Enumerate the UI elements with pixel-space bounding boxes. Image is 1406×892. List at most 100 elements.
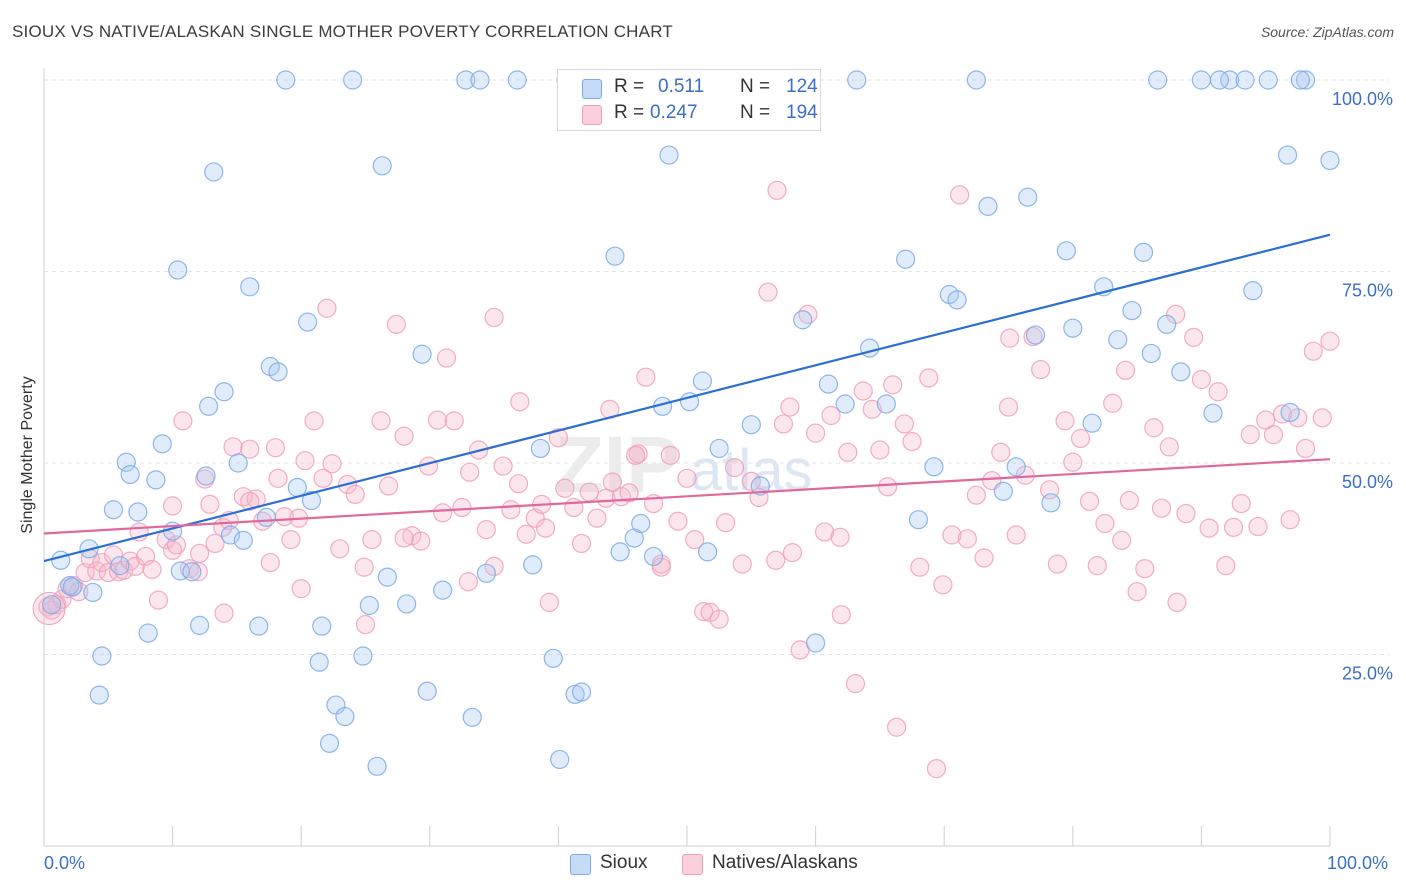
natives-alaskans-point — [508, 474, 529, 494]
natives-alaskans-point — [1248, 516, 1268, 537]
natives-alaskans-point — [317, 298, 337, 318]
natives-alaskans-point — [330, 539, 350, 559]
y-tick-label-75: 75.0% — [1342, 281, 1393, 301]
natives-alaskans-point — [260, 552, 280, 573]
legend-natives-swatch — [682, 854, 703, 875]
natives-alaskans-point — [205, 533, 225, 554]
sioux-point — [507, 70, 527, 90]
sioux-point — [433, 580, 453, 600]
natives-alaskans-point — [1135, 559, 1155, 579]
natives-alaskans-point — [345, 484, 365, 505]
sioux-point — [190, 615, 210, 635]
natives-alaskans-point — [957, 529, 977, 549]
natives-alaskans-point — [163, 540, 183, 560]
natives-alaskans-point — [1176, 503, 1196, 524]
sioux-point — [268, 362, 288, 382]
sioux-point — [709, 438, 729, 459]
natives-alaskans-point — [838, 442, 858, 462]
natives-alaskans-point — [1087, 556, 1107, 576]
sioux-point — [631, 513, 651, 534]
natives-alaskans-point — [902, 431, 922, 452]
natives-alaskans-point — [362, 529, 382, 550]
sioux-point — [116, 452, 136, 472]
sioux-point — [196, 466, 216, 486]
sioux-point — [456, 70, 476, 90]
sioux-point — [397, 594, 417, 614]
natives-alaskans-point — [501, 500, 521, 520]
natives-alaskans-point — [304, 411, 324, 431]
natives-alaskans-point — [724, 457, 745, 478]
natives-alaskans-point — [386, 314, 406, 334]
sioux-point — [301, 490, 322, 511]
sioux-point — [1203, 403, 1223, 423]
chart-title: SIOUX VS NATIVE/ALASKAN SINGLE MOTHER PO… — [12, 22, 673, 41]
natives-alaskans-point — [798, 304, 818, 324]
natives-n-label: N = — [740, 102, 771, 123]
sioux-point — [51, 550, 71, 570]
natives-alaskans-point — [919, 368, 939, 388]
sioux-point — [1295, 70, 1316, 90]
natives-alaskans-point — [1079, 491, 1100, 511]
sioux-point — [896, 249, 916, 269]
sioux-point — [1277, 145, 1298, 165]
natives-alaskans-point — [619, 483, 639, 503]
sioux-point — [1220, 70, 1240, 90]
natives-alaskans-point — [950, 185, 970, 205]
natives-alaskans-point — [1000, 328, 1020, 348]
natives-alaskans-point — [1191, 369, 1212, 390]
natives-alaskans-point — [579, 482, 599, 502]
sioux-point — [89, 685, 109, 705]
natives-alaskans-point — [1231, 493, 1251, 514]
natives-alaskans-point — [1263, 425, 1284, 445]
sioux-point — [741, 415, 761, 435]
sioux-point — [692, 371, 713, 391]
natives-cluster-point — [32, 592, 66, 626]
natives-alaskans-point — [291, 579, 311, 599]
sioux-point — [818, 374, 839, 394]
natives-alaskans-point — [444, 411, 464, 431]
sioux-point — [343, 70, 363, 90]
watermark-text: ZIP — [555, 420, 679, 509]
natives-alaskans-point — [878, 477, 898, 497]
sioux-point — [847, 70, 867, 90]
natives-alaskans-point — [1312, 408, 1332, 428]
sioux-point — [276, 70, 296, 90]
natives-alaskans-point — [1006, 525, 1026, 545]
sioux-point — [62, 577, 82, 597]
sioux-point — [359, 595, 379, 616]
natives-alaskans-point — [926, 759, 947, 779]
natives-alaskans-point — [845, 674, 866, 694]
natives-alaskans-point — [484, 307, 504, 328]
natives-alaskans-point — [223, 437, 243, 457]
natives-alaskans-point — [516, 524, 536, 544]
natives-alaskans-point — [831, 605, 851, 625]
sioux-point — [287, 477, 307, 498]
natives-alaskans-point — [98, 562, 118, 583]
natives-alaskans-point — [313, 468, 333, 488]
sioux-point — [249, 616, 269, 636]
natives-alaskans-point — [602, 472, 623, 492]
natives-alaskans-point — [709, 609, 729, 629]
natives-alaskans-point — [625, 445, 646, 465]
natives-alaskans-point — [460, 462, 480, 482]
natives-alaskans-point — [1063, 452, 1083, 472]
sioux-point — [1157, 314, 1177, 334]
sioux-point — [835, 394, 855, 414]
natives-alaskans-point — [782, 543, 803, 563]
natives-alaskans-point — [1167, 592, 1187, 613]
sioux-point — [571, 682, 592, 702]
natives-alaskans-point — [1303, 341, 1323, 361]
natives-alaskans-point — [1240, 425, 1260, 445]
natives-alaskans-point — [240, 491, 260, 511]
sioux-r-value: 0.511 — [658, 76, 705, 97]
natives-alaskans-point — [1115, 360, 1136, 380]
natives-alaskans-point — [148, 590, 169, 610]
sioux-point — [1006, 457, 1026, 477]
natives-alaskans-point — [433, 503, 453, 523]
sioux-point — [543, 648, 563, 668]
sioux-point — [319, 733, 340, 753]
natives-alaskans-point — [883, 375, 903, 395]
y-tick-label-25: 25.0% — [1342, 664, 1393, 684]
natives-alaskans-point — [476, 520, 496, 540]
sioux-point — [1082, 413, 1102, 433]
